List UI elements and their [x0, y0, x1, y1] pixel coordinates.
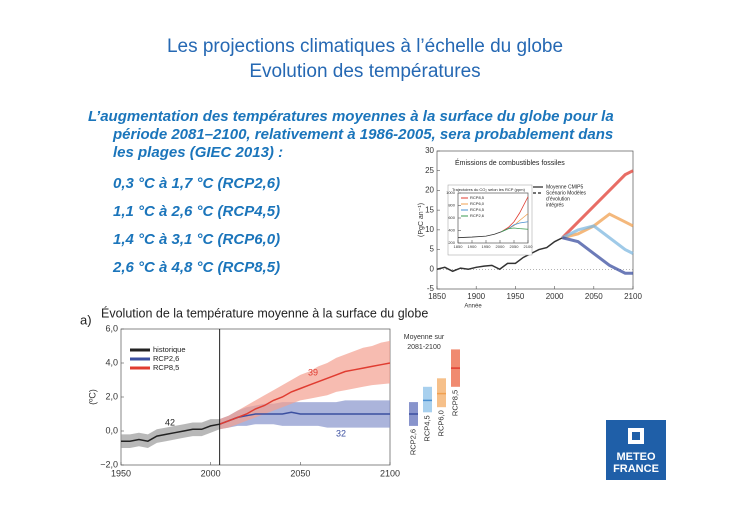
y-tick-label: -5	[427, 284, 435, 293]
x-tick-label: 1950	[507, 292, 525, 301]
y-tick-label: 15	[425, 205, 434, 214]
series-line	[501, 196, 529, 233]
inset-title: Trajectoires du CO₂ selon les RCP (ppm)	[452, 187, 526, 192]
logo-text: METEO	[616, 451, 656, 463]
range-label: RCP4,5	[422, 415, 431, 441]
legend-label: historique	[153, 345, 186, 354]
y-tick-label: 20	[425, 186, 434, 195]
x-tick-label: 1950	[111, 468, 131, 478]
y-tick-label: 4,0	[105, 357, 118, 367]
x-tick-label: 2050	[510, 244, 520, 249]
range-label: RCP8,5	[450, 390, 459, 416]
legend-label: RCP2,6	[153, 354, 179, 363]
legend-label: d’évolution	[546, 196, 570, 202]
panel-label: a)	[80, 312, 92, 327]
series-line	[561, 224, 634, 255]
y-axis-label: (PgC an⁻¹)	[418, 203, 425, 237]
x-tick-label: 2050	[290, 468, 310, 478]
range-bar	[423, 386, 432, 413]
annotation: 42	[165, 417, 175, 427]
x-tick-label: 1900	[467, 292, 485, 301]
x-tick-label: 2100	[380, 468, 400, 478]
x-tick-label: 2100	[624, 292, 642, 301]
x-tick-label: 1850	[428, 292, 446, 301]
intro-line: les plages (GIEC 2013) :	[113, 144, 283, 161]
y-tick-label: 2,0	[105, 391, 118, 401]
x-tick-label: 2050	[585, 292, 603, 301]
x-tick-label: 2000	[496, 244, 506, 249]
range-item: 1,1 °C à 2,6 °C (RCP4,5)	[113, 203, 280, 220]
range-item: 2,6 °C à 4,8 °C (RCP8,5)	[112, 259, 280, 276]
y-tick-label: 6,0	[105, 323, 118, 333]
range-item: 1,4 °C à 3,1 °C (RCP6,0)	[113, 231, 280, 248]
range-label: RCP2,6	[408, 429, 417, 455]
x-tick-label: 2100	[524, 244, 534, 249]
y-tick-label: 0	[430, 264, 435, 273]
y-tick-label: 400	[448, 228, 455, 233]
annotation: 32	[336, 428, 346, 438]
series-line	[561, 169, 634, 239]
x-tick-label: 1900	[468, 244, 478, 249]
series-line	[457, 231, 502, 239]
title-line: Les projections climatiques à l’échelle …	[167, 36, 563, 57]
intro-line: période 2081–2100, relativement à 1986-2…	[112, 126, 613, 143]
y-tick-label: 5	[430, 245, 435, 254]
legend-label: RCP6,0	[470, 201, 485, 206]
y-tick-label: 10	[425, 225, 434, 234]
legend-label: RCP2,6	[470, 213, 485, 218]
ranges-title: 2081-2100	[407, 344, 441, 351]
legend-label: Scénario Modèles	[546, 190, 587, 196]
chart-title: Émissions de combustibles fossiles	[455, 158, 565, 167]
x-tick-label: 2000	[546, 292, 564, 301]
legend-label: intégrés	[546, 202, 564, 208]
ranges-title: Moyenne sur	[404, 334, 445, 341]
y-tick-label: 1000	[446, 190, 456, 195]
legend-label: RCP8,5	[470, 195, 485, 200]
intro-line: L’augmentation des températures moyennes…	[88, 108, 614, 125]
legend-label: RCP8,5	[153, 363, 179, 372]
y-tick-label: 0,0	[105, 425, 118, 435]
x-tick-label: 2000	[201, 468, 221, 478]
logo-icon	[628, 428, 644, 444]
uncertainty-band	[219, 340, 390, 430]
range-bar	[437, 378, 446, 408]
y-tick-label: −2,0	[100, 459, 118, 469]
y-tick-label: 25	[425, 166, 434, 175]
plot-frame	[436, 150, 634, 290]
series-line	[121, 423, 220, 442]
annotation: 39	[308, 367, 318, 377]
chart-title: Évolution de la température moyenne à la…	[101, 305, 428, 320]
y-tick-label: 600	[448, 215, 455, 220]
x-tick-label: 1950	[482, 244, 492, 249]
series-line	[562, 236, 633, 275]
series-line	[219, 411, 390, 425]
y-axis-label: (ºC)	[87, 389, 97, 405]
series-line	[219, 362, 391, 425]
legend-label: RCP4,5	[470, 207, 485, 212]
logo-text: FRANCE	[613, 463, 659, 475]
x-tick-label: 1850	[454, 244, 464, 249]
series-line	[562, 212, 634, 240]
y-tick-label: 800	[448, 203, 455, 208]
series-line	[436, 237, 563, 273]
legend-label: Moyenne CMIP5	[546, 184, 583, 190]
series-line	[501, 227, 529, 233]
y-tick-label: 200	[448, 240, 455, 245]
range-label: RCP6,0	[436, 410, 445, 436]
range-item: 0,3 °C à 1,7 °C (RCP2,6)	[113, 175, 280, 192]
title-line: Evolution des températures	[249, 61, 480, 82]
y-tick-label: 30	[425, 146, 434, 155]
x-axis-label: Année	[464, 304, 482, 310]
